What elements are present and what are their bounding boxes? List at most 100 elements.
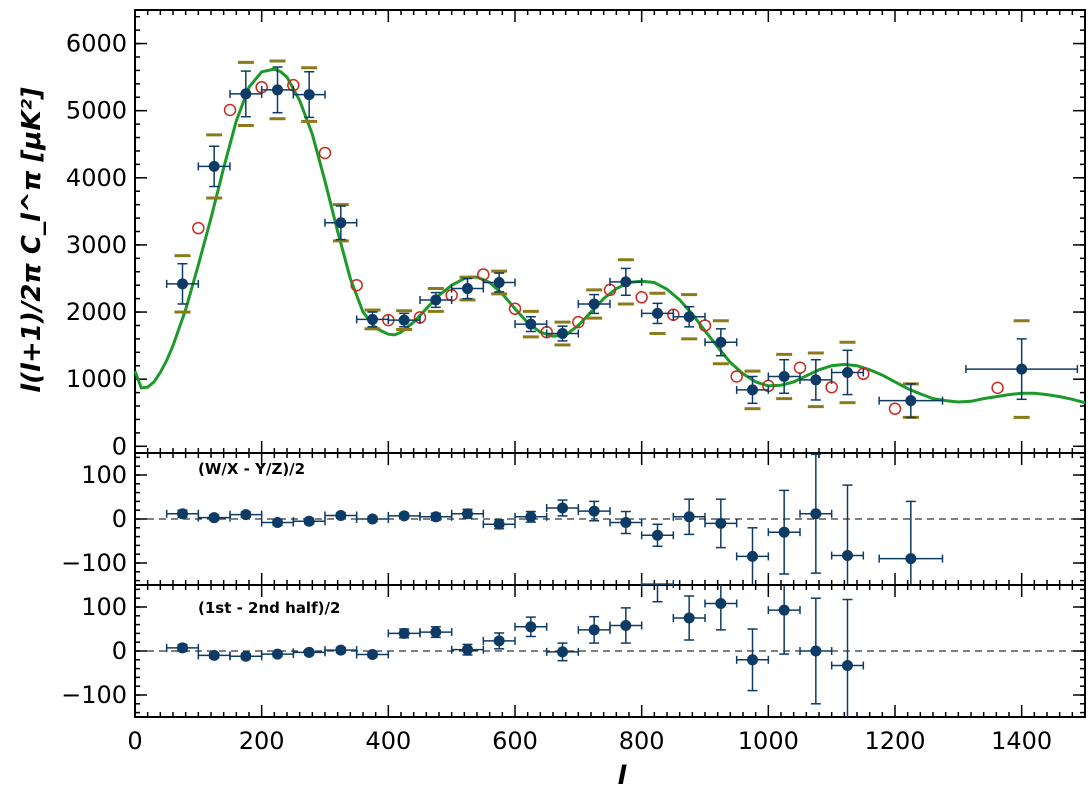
data-point (430, 294, 442, 306)
data-point (272, 517, 283, 529)
y-tick-label: 0 (112, 432, 127, 460)
x-tick-label: 1200 (864, 727, 925, 755)
open-circle-point (572, 315, 585, 329)
y-tick-label: 2000 (66, 298, 127, 326)
open-circle-point (223, 103, 237, 117)
data-point (683, 511, 695, 523)
y-tick-label: 0 (112, 637, 127, 665)
y-tick-label: 0 (112, 505, 127, 533)
data-point (240, 509, 252, 521)
data-point (208, 512, 220, 524)
data-point (335, 644, 347, 656)
x-tick-label: 1000 (738, 727, 799, 755)
data-point (525, 511, 537, 523)
y-axis-title: l(l+1)/2π C_l^π [μK²] (17, 87, 47, 393)
data-point (208, 649, 220, 661)
data-point (398, 314, 410, 326)
y-tick-label: 100 (81, 593, 127, 621)
data-point (747, 384, 758, 396)
data-point (715, 517, 727, 529)
x-tick-label: 800 (619, 727, 665, 755)
data-point (842, 366, 853, 378)
data-point (335, 217, 347, 229)
axis-labels: l l(l+1)/2π C_l^π [μK²] (W/X - Y/Z)/2 (1… (17, 87, 628, 789)
data-point (905, 395, 917, 407)
data-point (683, 311, 695, 323)
data-point (652, 529, 663, 541)
x-tick-label: 400 (365, 727, 411, 755)
data-point (303, 646, 315, 658)
data-point (810, 374, 822, 386)
open-circle-point (888, 402, 902, 415)
data-point (557, 646, 568, 658)
data-point (272, 84, 283, 96)
data-point (588, 505, 600, 517)
data-point (525, 318, 537, 330)
open-circle-point (857, 367, 870, 381)
y-tick-label: 6000 (66, 30, 127, 58)
data-point (715, 597, 727, 609)
data-point (177, 508, 188, 520)
data-point (842, 550, 853, 562)
data-point (272, 648, 283, 660)
data-point (303, 89, 315, 101)
data-point (778, 526, 790, 538)
open-circle-point (635, 291, 648, 304)
data-point (842, 660, 853, 672)
data-point (208, 160, 220, 172)
data-point (683, 612, 695, 624)
y-tick-label: 5000 (66, 97, 127, 125)
y-tick-label: −100 (61, 681, 127, 709)
data-point (525, 621, 537, 633)
data-point (905, 553, 917, 565)
data-point (620, 619, 632, 631)
data-point (747, 550, 758, 562)
data-point (557, 502, 568, 514)
open-circle-point (991, 381, 1004, 395)
y-tick-label: 1000 (66, 365, 127, 393)
data-point (778, 604, 790, 616)
bottom-panel-label: (1st - 2nd half)/2 (198, 599, 340, 617)
open-circle-point (318, 146, 332, 160)
data-point (715, 336, 727, 348)
data-point (240, 650, 252, 662)
middle-panel-label: (W/X - Y/Z)/2 (198, 460, 305, 478)
x-tick-label: 600 (492, 727, 538, 755)
data-point (430, 511, 442, 523)
y-tick-label: 3000 (66, 231, 127, 259)
data-point (620, 517, 632, 529)
data-point (335, 509, 347, 521)
data-point (493, 635, 505, 647)
y-tick-label: 4000 (66, 164, 127, 192)
open-circle-point (793, 361, 807, 375)
data-point (652, 307, 663, 319)
data-point (462, 644, 473, 656)
data-point (1016, 363, 1028, 375)
data-point (493, 277, 505, 289)
data-point (810, 645, 822, 657)
data-point (398, 510, 410, 522)
x-axis-title: l (618, 761, 628, 789)
y-tick-label: −100 (61, 549, 127, 577)
data-point (620, 276, 632, 288)
data-point (588, 298, 600, 310)
open-circle-point (192, 221, 205, 235)
data-point (240, 88, 252, 100)
data-point (398, 627, 410, 639)
open-circle-point (730, 370, 743, 383)
data-point (747, 654, 758, 666)
data-point (367, 513, 378, 525)
data-point (177, 278, 188, 290)
x-tick-label: 200 (239, 727, 285, 755)
data-point (462, 508, 473, 520)
data-point (430, 626, 442, 638)
data-point (588, 624, 600, 636)
data-point (303, 515, 315, 527)
open-circle-point (350, 278, 363, 292)
theory-curve (133, 67, 1086, 405)
x-tick-label: 1400 (991, 727, 1052, 755)
data-point (557, 328, 568, 340)
data-point (462, 283, 473, 295)
data-point (367, 649, 378, 661)
x-tick-label: 0 (127, 727, 142, 755)
